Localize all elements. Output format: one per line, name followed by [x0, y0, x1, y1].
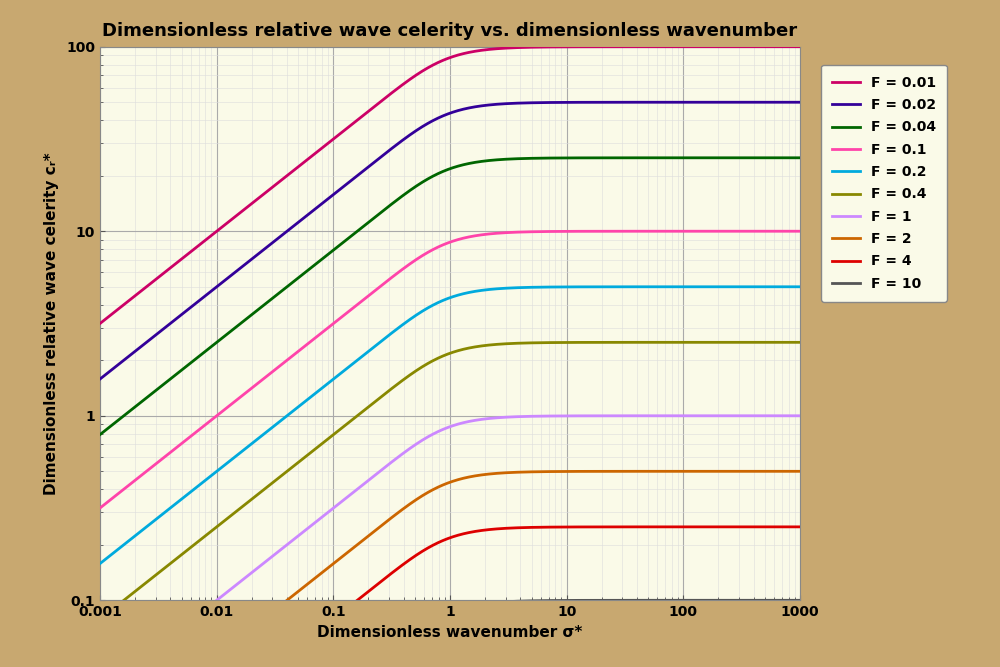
F = 0.4: [393, 379, 405, 387]
F = 2: [794, 468, 806, 476]
Line: F = 0.2: F = 0.2: [100, 287, 800, 564]
Y-axis label: Dimensionless relative wave celerity cᵣ*: Dimensionless relative wave celerity cᵣ*: [44, 152, 59, 495]
F = 0.1: [393, 268, 405, 276]
F = 2: [780, 468, 792, 476]
F = 2: [215, 648, 227, 656]
Line: F = 0.01: F = 0.01: [100, 47, 800, 323]
F = 0.01: [705, 43, 717, 51]
F = 10: [362, 661, 374, 667]
F = 0.4: [794, 338, 806, 346]
F = 0.02: [705, 98, 717, 106]
F = 0.04: [174, 368, 186, 376]
F = 0.04: [393, 195, 405, 203]
F = 0.04: [362, 218, 374, 226]
F = 4: [794, 523, 806, 531]
Legend: F = 0.01, F = 0.02, F = 0.04, F = 0.1, F = 0.2, F = 0.4, F = 1, F = 2, F = 4, F : F = 0.01, F = 0.02, F = 0.04, F = 0.1, F…: [821, 65, 947, 302]
X-axis label: Dimensionless wavenumber σ*: Dimensionless wavenumber σ*: [317, 625, 583, 640]
F = 0.1: [362, 291, 374, 299]
F = 0.1: [174, 441, 186, 449]
F = 0.4: [362, 403, 374, 411]
F = 1: [215, 592, 227, 600]
F = 0.4: [215, 519, 227, 527]
F = 1: [780, 412, 792, 420]
F = 0.02: [780, 98, 792, 106]
F = 0.04: [215, 335, 227, 343]
Line: F = 4: F = 4: [100, 527, 800, 667]
F = 2: [362, 532, 374, 540]
F = 10: [794, 596, 806, 604]
F = 0.2: [794, 283, 806, 291]
F = 0.01: [174, 256, 186, 264]
F = 0.04: [705, 154, 717, 162]
F = 0.02: [174, 312, 186, 320]
F = 4: [362, 588, 374, 596]
F = 0.02: [215, 279, 227, 287]
F = 1: [174, 626, 186, 634]
F = 0.2: [362, 348, 374, 356]
F = 0.02: [94, 375, 106, 383]
F = 0.4: [780, 338, 792, 346]
F = 0.02: [362, 163, 374, 171]
F = 0.01: [393, 83, 405, 91]
F = 0.1: [705, 227, 717, 235]
F = 0.04: [780, 154, 792, 162]
Line: F = 1: F = 1: [100, 416, 800, 667]
F = 0.2: [393, 323, 405, 331]
F = 1: [393, 453, 405, 461]
F = 0.01: [794, 43, 806, 51]
Line: F = 2: F = 2: [100, 472, 800, 667]
F = 0.02: [393, 139, 405, 147]
F = 0.2: [94, 560, 106, 568]
F = 0.1: [794, 227, 806, 235]
F = 10: [780, 596, 792, 604]
F = 4: [780, 523, 792, 531]
F = 0.04: [94, 431, 106, 439]
F = 0.04: [794, 154, 806, 162]
F = 0.4: [174, 552, 186, 560]
F = 4: [705, 523, 717, 531]
F = 10: [705, 596, 717, 604]
F = 0.1: [94, 504, 106, 512]
F = 2: [393, 508, 405, 516]
F = 0.01: [215, 223, 227, 231]
F = 0.1: [215, 408, 227, 416]
F = 0.2: [215, 464, 227, 472]
F = 0.2: [705, 283, 717, 291]
F = 1: [705, 412, 717, 420]
F = 10: [393, 637, 405, 645]
F = 0.2: [780, 283, 792, 291]
Line: F = 0.02: F = 0.02: [100, 102, 800, 379]
F = 4: [393, 564, 405, 572]
F = 0.01: [94, 319, 106, 327]
F = 2: [705, 468, 717, 476]
Title: Dimensionless relative wave celerity vs. dimensionless wavenumber: Dimensionless relative wave celerity vs.…: [102, 21, 798, 39]
Line: F = 0.1: F = 0.1: [100, 231, 800, 508]
F = 0.01: [780, 43, 792, 51]
Line: F = 0.4: F = 0.4: [100, 342, 800, 619]
F = 0.4: [705, 338, 717, 346]
F = 1: [794, 412, 806, 420]
F = 0.02: [794, 98, 806, 106]
F = 1: [362, 476, 374, 484]
F = 0.1: [780, 227, 792, 235]
F = 0.4: [94, 615, 106, 623]
F = 0.01: [362, 107, 374, 115]
F = 0.2: [174, 496, 186, 504]
Line: F = 0.04: F = 0.04: [100, 158, 800, 435]
Line: F = 10: F = 10: [100, 600, 800, 667]
